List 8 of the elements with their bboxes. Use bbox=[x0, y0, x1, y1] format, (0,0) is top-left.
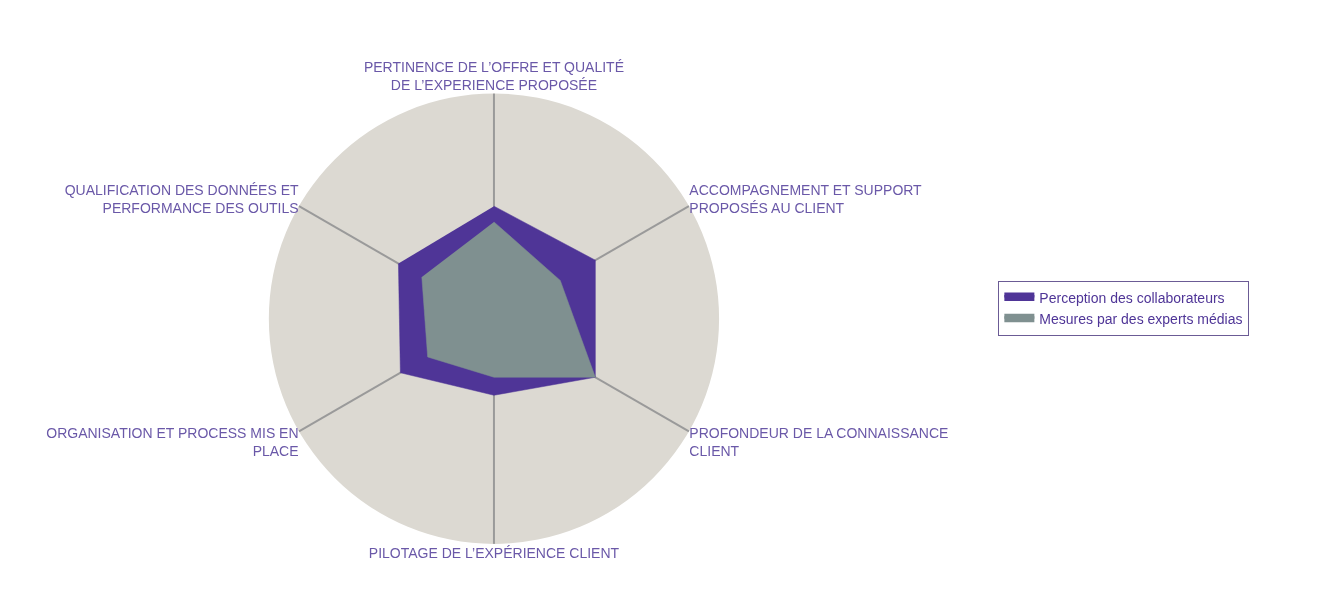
spoke-label: PILOTAGE DE L’EXPÉRIENCE CLIENT bbox=[368, 545, 620, 562]
spoke-label: ORGANISATION ET PROCESS MIS EN PLACE bbox=[46, 425, 299, 460]
legend-label: Perception des collaborateurs bbox=[1039, 289, 1225, 306]
legend-label: Mesures par des experts médias bbox=[1039, 310, 1243, 327]
spoke-label: ACCOMPAGNEMENT ET SUPPORT PROPOSÉS AU CLIENT bbox=[689, 182, 923, 217]
spoke-label: QUALIFICATION DES DONNÉES ET PERFORMANCE DES OUTILS bbox=[64, 182, 300, 217]
spoke-label: PROFONDEUR DE LA CONNAISSANCE CLIENT bbox=[689, 425, 949, 460]
spoke-label: PERTINENCE DE L’OFFRE ET QUALITÉ DE L’EXPERIENCE PROPOSÉE bbox=[363, 59, 625, 94]
